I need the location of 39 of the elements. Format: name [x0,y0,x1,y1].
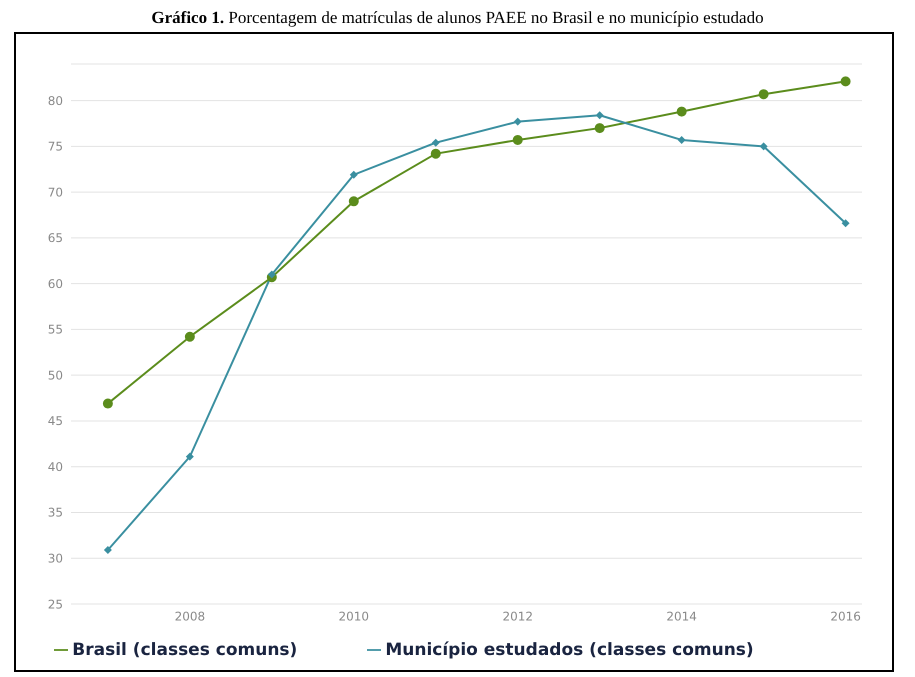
point [184,332,195,342]
point [104,546,112,554]
point [678,136,686,144]
legend-label: Brasil (classes comuns) [72,640,298,660]
point [348,196,359,206]
point [512,134,523,145]
point [186,452,194,461]
y-tick-label: 45 [48,414,63,428]
x-tick-label: 2014 [666,610,697,624]
y-tick-label: 25 [48,597,63,612]
x-tick-label: 2008 [174,610,206,624]
point [840,76,851,86]
y-tick-label: 65 [48,231,63,246]
point [760,142,768,150]
y-tick-label: 80 [48,94,63,108]
point [596,111,604,120]
y-tick-label: 60 [48,276,63,291]
point [350,170,358,179]
point [430,148,441,159]
y-tick-label: 55 [48,322,63,337]
point [268,270,276,279]
point [594,123,605,134]
point [842,219,850,228]
x-tick-label: 2016 [830,610,861,624]
y-tick-label: 40 [48,460,63,474]
y-tick-label: 35 [48,506,63,520]
point [758,89,769,100]
y-tick-label: 75 [48,140,63,154]
point [432,138,440,147]
point [102,398,113,409]
y-tick-label: 30 [48,551,63,566]
x-tick-label: 2010 [338,610,370,624]
x-tick-label: 2012 [502,610,534,624]
chart-title: Gráfico 1. Porcentagem de matrículas de alunos PAEE no Brasil e no município estudado [150,8,765,28]
y-tick-label: 70 [48,185,63,200]
legend-label: Município estudados (classes comuns) [385,640,754,660]
point [676,106,687,117]
point [514,118,522,126]
y-tick-label: 50 [48,368,63,382]
